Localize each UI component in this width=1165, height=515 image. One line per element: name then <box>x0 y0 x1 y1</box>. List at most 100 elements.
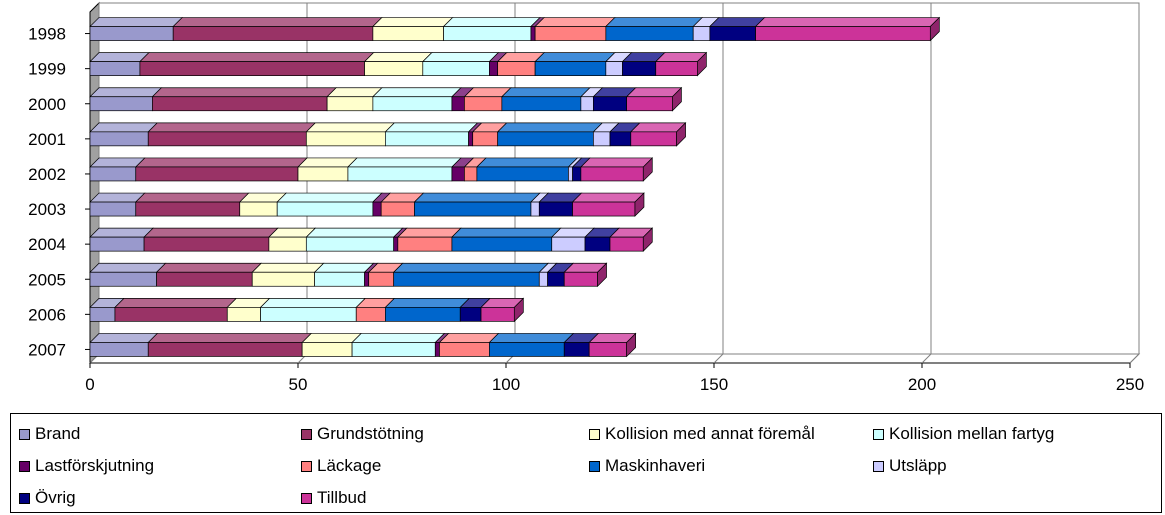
bar-segment-top <box>89 17 184 27</box>
bar-segment-front <box>534 61 607 77</box>
bar-segment-front <box>626 96 673 112</box>
legend-item: Övrig <box>19 488 76 508</box>
bar-end-cap <box>597 262 607 288</box>
bar-segment-top <box>155 262 263 273</box>
bar-segment <box>629 122 687 147</box>
bar-segment-front <box>385 307 461 322</box>
bar-segment <box>89 262 167 287</box>
bar-segment-top <box>147 122 317 133</box>
x-tick-label: 250 <box>1116 375 1144 394</box>
y-tick-label: 1998 <box>28 25 66 44</box>
bar-segment <box>326 87 383 112</box>
bar-segment <box>313 262 375 287</box>
bar-segment-front <box>368 271 395 287</box>
legend-label: Övrig <box>35 488 76 507</box>
bar-segment-top <box>500 87 591 98</box>
legend-swatch <box>301 460 312 472</box>
bar-segment-front <box>568 166 573 182</box>
bar-segment-front <box>530 26 536 41</box>
bar-segment-top <box>580 157 654 168</box>
bar-segment-top <box>438 333 500 343</box>
bar-segment-front <box>301 342 353 357</box>
bar-segment-front <box>89 131 149 147</box>
bar-segment-top <box>571 192 645 203</box>
bar-segment-front <box>451 166 465 182</box>
x-tick-label: 0 <box>85 375 94 394</box>
gridline-floor <box>921 353 932 364</box>
bar-segment <box>534 52 616 77</box>
y-axis-labels: 1998 1999 2000 2001 2002 2003 2004 2005 2006 2007 <box>28 25 90 359</box>
bar-segment-top <box>313 262 375 273</box>
bar-segment-top <box>534 17 616 27</box>
y-tick-label: 2004 <box>28 235 66 254</box>
bar-end-cap <box>929 16 940 42</box>
bar-segment-front <box>239 201 278 217</box>
bar-segment <box>355 298 396 322</box>
bar-segment-top <box>351 333 446 343</box>
bar-segment-front <box>609 236 644 252</box>
bar-segment-front <box>584 236 611 252</box>
bar-segment <box>297 157 358 182</box>
bar-segment-top <box>326 87 383 98</box>
bar-segment <box>305 227 404 252</box>
bar-segment <box>134 157 308 182</box>
bar-segment-front <box>89 236 145 252</box>
bar-segment-top <box>89 87 163 98</box>
bar-end-cap <box>697 51 707 77</box>
bar-segment-front <box>89 26 174 41</box>
bar-segment-top <box>172 17 383 27</box>
bar-segment-top <box>754 17 941 27</box>
bar-segment <box>268 227 317 252</box>
bar-segment <box>563 262 608 287</box>
bar-segment-front <box>314 271 365 287</box>
bar-segment <box>480 298 525 322</box>
bar-segment <box>476 157 579 182</box>
y-tick-label: 2005 <box>28 270 66 289</box>
x-axis-labels: 0 50 100 150 200 250 <box>85 375 1144 394</box>
bar-segment-top <box>442 17 541 27</box>
bar-segment-top <box>396 227 462 238</box>
bar-segment <box>451 227 562 252</box>
bar-segment-top <box>276 192 383 203</box>
bar-segment-front <box>364 271 370 287</box>
bar-segment-front <box>305 236 395 252</box>
bar-segment-top <box>347 157 462 168</box>
bar-segment <box>114 298 238 322</box>
bar-segment-top <box>384 298 471 308</box>
bar-segment <box>580 157 654 182</box>
bar-segment-front <box>114 307 228 322</box>
bar-segment <box>604 52 633 77</box>
legend-swatch <box>19 428 30 440</box>
bar-segment-front <box>551 236 586 252</box>
bar-stack-2004 <box>89 227 654 252</box>
bar-segment-front <box>152 96 328 112</box>
bar-stack-1999 <box>89 51 708 77</box>
bar-segment-front <box>434 342 440 357</box>
bar-segment-front <box>372 96 453 112</box>
legend-label: Lastförskjutning <box>35 456 155 475</box>
bar-segment <box>550 227 595 252</box>
legend-label: Maskinhaveri <box>605 456 706 475</box>
bar-segment <box>155 262 263 287</box>
bar-segment-front <box>451 96 465 112</box>
legend: Brand Grundstötning Kollision med annat fö… <box>10 413 1162 513</box>
bar-segment-front <box>385 131 469 147</box>
bar-segment-top <box>151 87 337 98</box>
bar-segment <box>380 192 425 217</box>
bar-segment-front <box>593 131 611 147</box>
bar-segment-front <box>534 26 607 41</box>
bar-segment-top <box>134 192 250 203</box>
bar-segment-top <box>451 227 562 238</box>
bar-segment-top <box>629 122 687 133</box>
bar-segment-front <box>439 342 490 357</box>
legend-swatch <box>19 492 30 504</box>
bar-segment-front <box>572 166 582 182</box>
bar-segment-top <box>534 52 616 63</box>
bar-segment <box>384 122 479 147</box>
bar-segment-top <box>143 227 279 238</box>
bar-segment <box>276 192 383 217</box>
bar-segment-front <box>89 201 137 217</box>
bar-stack-2000 <box>89 86 683 112</box>
legend-item: Maskinhaveri <box>589 456 705 476</box>
bar-segment-front <box>709 26 756 41</box>
